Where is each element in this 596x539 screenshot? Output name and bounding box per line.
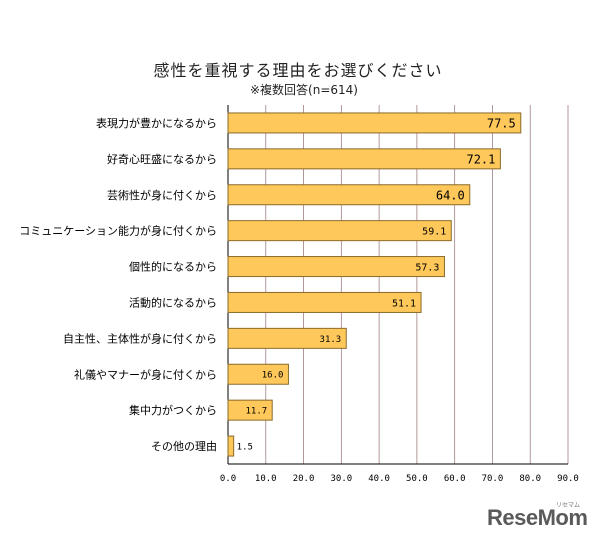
category-label: 礼儀やマナーが身に付くから: [74, 367, 217, 381]
x-tick-label: 90.0: [557, 474, 579, 484]
value-label: 16.0: [262, 371, 284, 381]
value-label: 72.1: [466, 152, 495, 166]
x-tick-label: 10.0: [255, 474, 277, 484]
category-label: 個性的になるから: [129, 260, 217, 274]
bar: [227, 256, 445, 278]
category-label: コミュニケーション能力が身に付くから: [19, 224, 217, 238]
category-label: その他の理由: [151, 439, 217, 453]
resemom-logo-sub: リセマム: [556, 502, 581, 509]
x-tick-label: 60.0: [444, 474, 466, 484]
value-label: 77.5: [487, 117, 516, 131]
x-tick-label: 40.0: [368, 474, 390, 484]
value-label: 59.1: [422, 226, 446, 237]
bar: [227, 291, 422, 313]
value-label: 31.3: [320, 335, 342, 345]
x-tick-label: 0.0: [220, 474, 236, 484]
bar: [227, 220, 452, 242]
category-label: 自主性、主体性が身に付くから: [63, 331, 217, 345]
x-tick-label: 70.0: [482, 474, 504, 484]
resemom-logo: ReseMom: [487, 505, 588, 530]
bar: [227, 327, 347, 349]
x-tick-label: 30.0: [330, 474, 352, 484]
x-tick-label: 50.0: [406, 474, 428, 484]
chart-title: 感性を重視する理由をお選びください: [153, 61, 443, 80]
category-label: 芸術性が身に付くから: [107, 188, 217, 202]
bar: [227, 399, 273, 421]
value-label: 51.1: [392, 298, 416, 309]
chart-subtitle: ※複数回答(n=614): [250, 83, 358, 97]
value-label: 11.7: [246, 407, 268, 417]
value-label: 64.0: [436, 188, 465, 202]
bar: [227, 363, 289, 385]
bar: [227, 435, 235, 457]
bar: [227, 112, 522, 134]
x-tick-label: 20.0: [293, 474, 315, 484]
value-label: 57.3: [415, 262, 439, 273]
bar: [227, 148, 501, 170]
category-label: 活動的になるから: [129, 295, 217, 309]
category-label: 表現力が豊かになるから: [96, 116, 217, 130]
bar: [227, 184, 471, 206]
x-tick-label: 80.0: [519, 474, 541, 484]
category-label: 集中力がつくから: [129, 403, 217, 417]
category-label: 好奇心旺盛になるから: [107, 152, 217, 166]
value-label: 1.5: [237, 442, 253, 452]
